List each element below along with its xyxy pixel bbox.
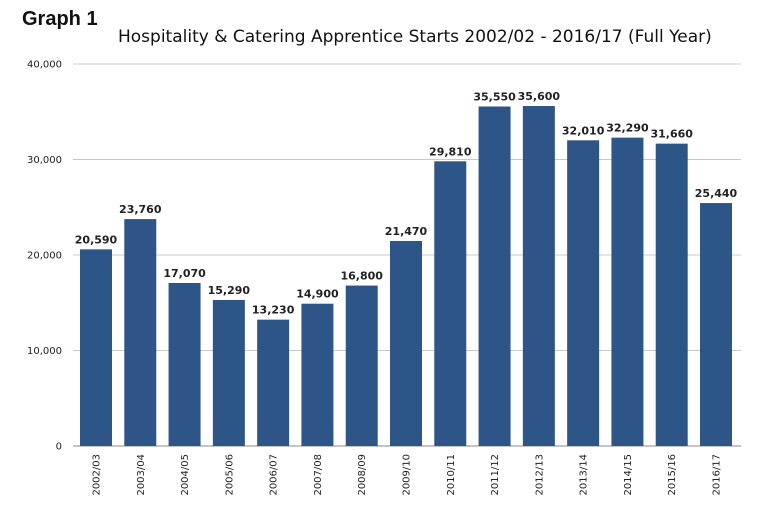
x-tick-label: 2010/11 bbox=[446, 454, 457, 496]
data-label: 29,810 bbox=[429, 145, 472, 158]
bar bbox=[655, 143, 688, 446]
x-tick-label: 2011/12 bbox=[490, 454, 501, 496]
y-tick-label: 30,000 bbox=[27, 155, 62, 166]
bar bbox=[611, 137, 644, 446]
x-tick-label: 2007/08 bbox=[313, 454, 324, 496]
x-tick-label: 2015/16 bbox=[667, 454, 678, 496]
x-tick-label: 2004/05 bbox=[180, 454, 191, 496]
y-tick-label: 0 bbox=[56, 442, 62, 453]
data-label: 14,900 bbox=[296, 288, 339, 301]
x-tick-label: 2005/06 bbox=[224, 454, 235, 496]
data-label: 20,590 bbox=[75, 233, 118, 246]
data-label: 21,470 bbox=[385, 225, 428, 238]
data-label: 35,550 bbox=[473, 90, 516, 103]
bar bbox=[700, 203, 732, 446]
bar bbox=[301, 303, 334, 446]
bar bbox=[124, 219, 157, 446]
x-tick-label: 2013/14 bbox=[579, 454, 590, 496]
bar bbox=[390, 240, 422, 446]
graph-label: Graph 1 bbox=[22, 8, 98, 30]
bar bbox=[478, 106, 511, 446]
bar bbox=[522, 106, 555, 447]
x-tick-label: 2009/10 bbox=[402, 454, 413, 496]
x-tick-label: 2002/03 bbox=[92, 454, 103, 496]
data-label: 25,440 bbox=[695, 187, 738, 200]
x-tick-label: 2016/17 bbox=[712, 454, 723, 496]
data-label: 32,290 bbox=[606, 122, 649, 135]
data-label: 23,760 bbox=[119, 203, 162, 216]
data-label: 17,070 bbox=[163, 267, 206, 280]
x-tick-label: 2012/13 bbox=[534, 454, 545, 496]
bar bbox=[168, 282, 201, 446]
bar bbox=[434, 161, 467, 446]
y-tick-label: 40,000 bbox=[27, 60, 62, 71]
chart-title: Hospitality & Catering Apprentice Starts… bbox=[118, 27, 712, 47]
x-tick-label: 2003/04 bbox=[136, 454, 147, 496]
bar bbox=[212, 299, 245, 446]
bar bbox=[257, 319, 290, 446]
data-label: 16,800 bbox=[340, 270, 383, 283]
bar bbox=[80, 249, 112, 446]
data-label: 13,230 bbox=[252, 304, 295, 317]
data-label: 32,010 bbox=[562, 124, 605, 137]
x-tick-label: 2014/15 bbox=[623, 454, 634, 496]
bar bbox=[345, 285, 378, 446]
x-tick-label: 2008/09 bbox=[357, 454, 368, 496]
x-tick-label: 2006/07 bbox=[269, 454, 280, 496]
data-label: 35,600 bbox=[518, 90, 561, 103]
data-label: 31,660 bbox=[650, 128, 693, 141]
bar bbox=[567, 140, 600, 446]
data-label: 15,290 bbox=[208, 284, 251, 297]
y-tick-label: 20,000 bbox=[27, 251, 62, 262]
y-tick-label: 10,000 bbox=[27, 346, 62, 357]
